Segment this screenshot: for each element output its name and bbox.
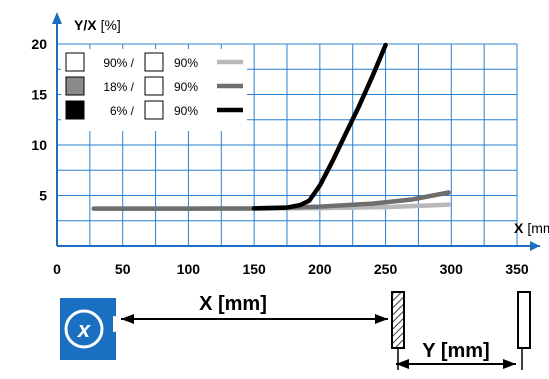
legend-object-swatch (65, 76, 85, 96)
y-axis-label: Y/X [%] (74, 17, 121, 33)
series-line (251, 42, 388, 211)
x-tick-label: 200 (308, 261, 332, 277)
series-line (91, 190, 451, 211)
legend-background-label: 90% (174, 104, 198, 118)
target-object (391, 291, 405, 349)
x-axis-arrow (530, 241, 540, 251)
background-object (517, 291, 531, 349)
x-tick-label: 50 (115, 261, 131, 277)
x-tick-label: 350 (505, 261, 529, 277)
x-tick-label: 0 (53, 261, 61, 277)
chart-axes: 0 50 100 150 200 250 300 350 5 10 15 20 (31, 12, 540, 277)
legend-background-swatch (144, 100, 164, 120)
legend-background-swatch (144, 76, 164, 96)
sensor-logo-text: x (77, 317, 91, 342)
legend-background-label: 90% (174, 56, 198, 70)
x-axis-label: X[mm] (514, 220, 549, 236)
x-distance-label: X [mm] (199, 293, 267, 315)
legend-object-swatch (65, 100, 85, 120)
y-axis-arrow (52, 12, 62, 24)
x-tick-label: 250 (374, 261, 398, 277)
chart-grid (57, 43, 518, 246)
y-tick-label: 5 (39, 188, 47, 204)
y-tick-label: 15 (31, 87, 47, 103)
legend-object-label: 90% / (103, 56, 134, 70)
legend-object-label: 6% / (110, 104, 135, 118)
legend-object-label: 18% / (103, 80, 134, 94)
x-tick-label: 150 (242, 261, 266, 277)
y-tick-label: 10 (31, 137, 47, 153)
chart-series (91, 42, 451, 211)
legend-background-label: 90% (174, 80, 198, 94)
chart-legend: 90% / 90% 18% / 90% 6% / 90% (61, 49, 247, 131)
y-tick-label: 20 (31, 36, 47, 52)
sensor-icon: x (60, 298, 121, 360)
distance-diagram: x X [mm] Y [mm] (60, 291, 531, 370)
legend-object-swatch (65, 52, 85, 72)
x-tick-label: 300 (440, 261, 464, 277)
legend-background-swatch (144, 52, 164, 72)
x-tick-label: 100 (177, 261, 201, 277)
y-distance-label: Y [mm] (422, 340, 489, 362)
